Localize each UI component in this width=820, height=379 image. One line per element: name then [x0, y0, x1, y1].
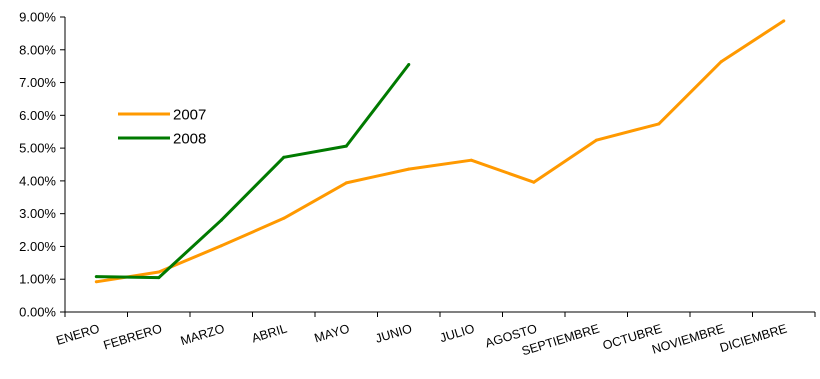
x-tick-label: MAYO	[313, 321, 352, 345]
data-point-2008	[407, 63, 411, 66]
data-point-2007	[157, 270, 161, 274]
y-tick-label: 5.00%	[19, 141, 56, 156]
y-tick-label: 2.00%	[19, 239, 56, 254]
x-tick-label: DICIEMBRE	[718, 321, 789, 355]
legend-label-2007: 2007	[173, 107, 206, 124]
data-point-2007	[782, 19, 786, 23]
y-tick-label: 1.00%	[19, 272, 56, 287]
x-tick-label: ENERO	[55, 321, 102, 347]
y-tick-label: 0.00%	[19, 305, 56, 320]
x-axis: ENERO FEBRERO MARZO ABRIL MAYO JUNIO JULIO AGOS…	[55, 311, 816, 358]
series-line-2007	[96, 19, 785, 284]
data-point-2007	[719, 60, 723, 64]
data-point-2007	[219, 244, 223, 248]
y-axis: 0.00% 1.00% 2.00% 3.00% 4.00% 5.00% 6.00% 7.00%…	[19, 10, 66, 320]
y-tick-label: 4.00%	[19, 173, 56, 188]
x-tick-label: ABRIL	[250, 321, 289, 345]
y-tick-label: 9.00%	[19, 10, 56, 25]
data-point-2007	[407, 167, 411, 171]
data-point-2008	[219, 218, 223, 222]
data-point-2007	[657, 122, 661, 126]
x-tick-label: MARZO	[179, 321, 227, 348]
x-tick-label: FEBRERO	[102, 321, 164, 352]
data-point-2007	[594, 138, 598, 142]
data-point-2008	[344, 144, 348, 148]
data-point-2008	[282, 155, 286, 159]
data-point-2007	[282, 216, 286, 220]
data-point-2007	[94, 280, 98, 284]
y-tick-label: 7.00%	[19, 75, 56, 90]
x-tick-label: NOVIEMBRE	[650, 321, 726, 356]
y-tick-label: 3.00%	[19, 206, 56, 221]
series-line-2008	[96, 63, 410, 280]
data-point-2007	[469, 158, 473, 162]
y-tick-label: 8.00%	[19, 42, 56, 57]
data-point-2008	[157, 276, 161, 280]
x-tick-label: JULIO	[438, 321, 476, 345]
data-point-2008	[94, 275, 98, 279]
x-tick-label: JUNIO	[374, 321, 414, 345]
series-layer	[94, 19, 786, 284]
data-point-2007	[344, 181, 348, 185]
data-point-2007	[532, 180, 536, 184]
legend: 2007 2008	[118, 107, 206, 148]
legend-label-2008: 2008	[173, 131, 206, 148]
y-tick-label: 6.00%	[19, 108, 56, 123]
